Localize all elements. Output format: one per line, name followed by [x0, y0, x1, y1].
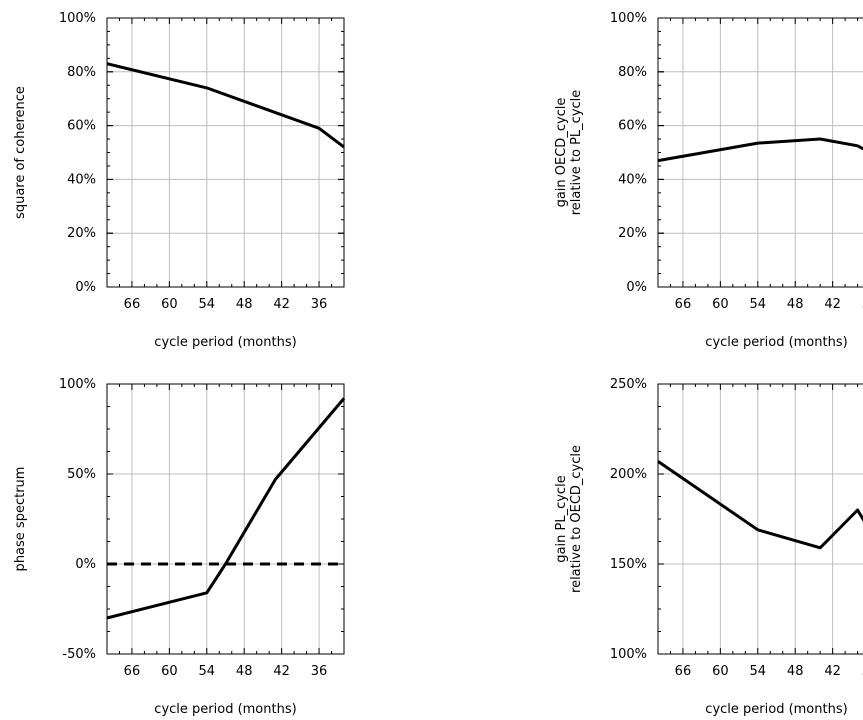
y-axis-label: phase spectrum — [13, 467, 28, 572]
y-axis-label-line: relative to OECD_cycle — [569, 445, 584, 593]
x-axis-label: cycle period (months) — [154, 702, 296, 717]
series-line — [657, 460, 863, 550]
x-tick-label: 60 — [161, 297, 178, 312]
chart-panel-2: 0% 20% 40% 60% 80% 100% 66 60 54 48 42 36 cycle peri… — [554, 11, 863, 350]
y-tick-label: 200% — [610, 467, 647, 482]
x-tick-label: 66 — [124, 664, 141, 679]
x-tick-label: 36 — [862, 297, 863, 312]
y-axis-label-line: gain OECD_cycle — [554, 98, 569, 208]
x-tick-label: 36 — [311, 664, 328, 679]
y-tick-label: 40% — [618, 172, 647, 187]
y-tick-label: 100% — [59, 11, 96, 26]
y-axis-label: square of coherence — [13, 86, 28, 219]
chart-panel-4: 100% 150% 200% 250% 66 60 54 48 42 36 cycle period… — [554, 377, 863, 717]
x-tick-label: 60 — [712, 664, 729, 679]
x-axis-label: cycle period (months) — [154, 335, 296, 350]
y-tick-label: 80% — [618, 65, 647, 80]
x-tick-label: 66 — [124, 297, 141, 312]
series-line — [106, 397, 346, 620]
x-axis-label: cycle period (months) — [705, 702, 847, 717]
y-tick-label: 40% — [67, 172, 96, 187]
y-tick-label: 80% — [67, 65, 96, 80]
x-tick-label: 54 — [750, 664, 767, 679]
x-tick-label: 66 — [675, 664, 692, 679]
x-tick-label: 60 — [161, 664, 178, 679]
x-tick-label: 42 — [824, 664, 841, 679]
x-axis-label: cycle period (months) — [705, 335, 847, 350]
x-tick-label: 54 — [199, 297, 216, 312]
series-line — [106, 62, 345, 149]
x-tick-label: 36 — [311, 297, 328, 312]
x-tick-label: 48 — [787, 664, 804, 679]
y-tick-label: 100% — [610, 11, 647, 26]
x-tick-label: 66 — [675, 297, 692, 312]
y-axis-label-line: gain PL_cycle — [554, 475, 569, 562]
plot-frame — [657, 383, 863, 655]
y-tick-label: 0% — [75, 557, 96, 572]
x-tick-label: 42 — [824, 297, 841, 312]
y-tick-label: 100% — [59, 377, 96, 392]
x-tick-label: 48 — [787, 297, 804, 312]
y-tick-label: 150% — [610, 557, 647, 572]
y-tick-label: 20% — [618, 226, 647, 241]
x-tick-label: 60 — [712, 297, 729, 312]
y-tick-label: 20% — [67, 226, 96, 241]
chart-panel-1: 0% 20% 40% 60% 80% 100% 66 60 54 48 42 36 cycle peri… — [13, 11, 345, 350]
y-axis-label-line: square of coherence — [13, 86, 28, 219]
plot-frame — [106, 383, 345, 655]
y-axis-label-line: phase spectrum — [13, 467, 28, 572]
y-tick-label: 60% — [618, 119, 647, 134]
y-tick-label: 250% — [610, 377, 647, 392]
y-axis-label-line: relative to PL_cycle — [569, 90, 584, 216]
y-axis-label: gain OECD_cyclerelative to PL_cycle — [554, 90, 584, 216]
y-tick-label: 100% — [610, 647, 647, 662]
y-tick-label: 60% — [67, 119, 96, 134]
chart-panel-3: -50% 0% 50% 100% 66 60 54 48 42 36 cycle period (m… — [13, 377, 346, 717]
x-tick-label: 48 — [236, 297, 253, 312]
y-tick-label: 50% — [67, 467, 96, 482]
y-tick-label: 0% — [626, 280, 647, 295]
plot-frame — [657, 17, 863, 288]
x-tick-label: 42 — [273, 297, 290, 312]
y-tick-label: -50% — [62, 647, 96, 662]
y-axis-label: gain PL_cyclerelative to OECD_cycle — [554, 445, 584, 593]
x-tick-label: 36 — [862, 664, 863, 679]
x-tick-label: 42 — [273, 664, 290, 679]
x-tick-label: 54 — [750, 297, 767, 312]
y-tick-label: 0% — [75, 280, 96, 295]
series-line — [657, 137, 863, 163]
x-tick-label: 54 — [199, 664, 216, 679]
plot-frame — [106, 17, 345, 288]
x-tick-label: 48 — [236, 664, 253, 679]
